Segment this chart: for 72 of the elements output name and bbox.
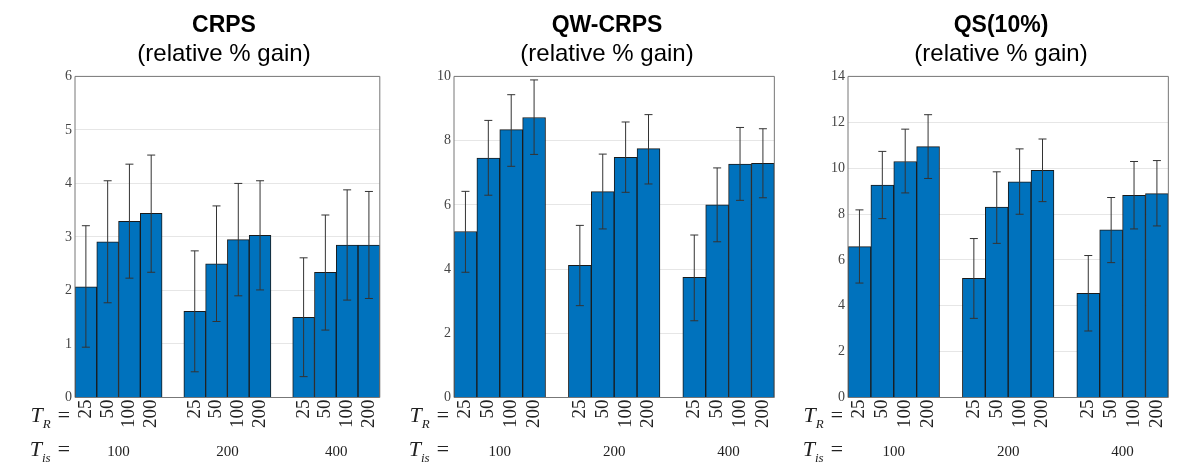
x-tick-label: 25: [182, 399, 204, 419]
chart-title: QS(10%): [953, 11, 1049, 38]
x-tick-label: 200: [916, 399, 938, 428]
text: 200: [996, 443, 1020, 459]
x-tick-label: 50: [705, 399, 727, 419]
x-tick-label: 200: [750, 399, 772, 428]
y-tick-label: 0: [65, 389, 72, 405]
chart-subtitle: (relative % gain): [914, 38, 1088, 66]
chart-subtitle: (relative % gain): [137, 38, 311, 66]
x-tick-label: 100: [613, 399, 635, 428]
x-tick-label: 50: [313, 399, 335, 419]
x-tick-label: 25: [847, 399, 869, 419]
y-tick-label: 6: [65, 68, 72, 84]
x-tick-label: 50: [870, 399, 892, 419]
y-tick-label: 8: [838, 205, 845, 221]
x-tick-label: 100: [335, 399, 357, 428]
x-tick-label: 25: [1076, 399, 1098, 419]
text: 200: [602, 443, 626, 459]
y-tick-label: 8: [444, 132, 451, 148]
x-tick-label: 25: [73, 399, 95, 419]
text: 100: [882, 443, 906, 459]
y-tick-label: 4: [838, 297, 845, 313]
x-tick-label: 100: [1122, 399, 1144, 428]
x-tick-label: 25: [961, 399, 983, 419]
x-tick-label: 200: [1030, 399, 1052, 428]
x-tick-label: 200: [522, 399, 544, 428]
text: 200: [216, 443, 239, 459]
y-tick-label: 12: [831, 113, 845, 129]
y-tick-label: 3: [65, 228, 72, 244]
x-tick-label: 100: [117, 399, 139, 428]
text: 400: [325, 443, 348, 459]
chart-title: QW-CRPS: [551, 11, 663, 38]
y-tick-label: 1: [65, 335, 72, 351]
y-tick-label: 5: [65, 121, 72, 137]
y-tick-label: 2: [65, 282, 72, 298]
y-tick-label: 2: [838, 343, 845, 359]
y-tick-label: 4: [65, 175, 72, 191]
x-tick-label: 25: [291, 399, 313, 419]
x-tick-label: 25: [453, 399, 475, 419]
chart-subtitle: (relative % gain): [520, 38, 694, 66]
x-tick-label: 50: [1099, 399, 1121, 419]
x-tick-label: 50: [95, 399, 117, 419]
x-tick-label: 100: [728, 399, 750, 428]
y-tick-label: 0: [444, 389, 451, 405]
x-tick-label: 25: [567, 399, 589, 419]
x-tick-label: 25: [682, 399, 704, 419]
y-tick-label: 6: [838, 251, 845, 267]
x-tick-label: 200: [356, 399, 378, 428]
chart-title: CRPS: [192, 11, 256, 38]
y-tick-label: 14: [831, 68, 845, 84]
text: 100: [488, 443, 512, 459]
x-tick-label: 200: [636, 399, 658, 428]
x-tick-label: 50: [476, 399, 498, 419]
y-tick-label: 2: [444, 324, 451, 340]
x-tick-label: 200: [1144, 399, 1166, 428]
x-tick-label: 50: [204, 399, 226, 419]
x-tick-label: 50: [590, 399, 612, 419]
text: 100: [107, 443, 130, 459]
x-tick-label: 200: [248, 399, 270, 428]
y-tick-label: 10: [831, 159, 845, 175]
y-tick-label: 10: [437, 68, 451, 84]
x-tick-label: 100: [499, 399, 521, 428]
x-tick-label: 100: [226, 399, 248, 428]
x-tick-label: 50: [984, 399, 1006, 419]
y-tick-label: 0: [838, 389, 845, 405]
y-tick-label: 4: [444, 260, 451, 276]
x-tick-label: 100: [893, 399, 915, 428]
text: 400: [1111, 443, 1134, 459]
y-tick-label: 6: [444, 196, 451, 212]
x-tick-label: 100: [1007, 399, 1029, 428]
x-tick-label: 200: [139, 399, 161, 428]
text: 400: [717, 443, 740, 459]
